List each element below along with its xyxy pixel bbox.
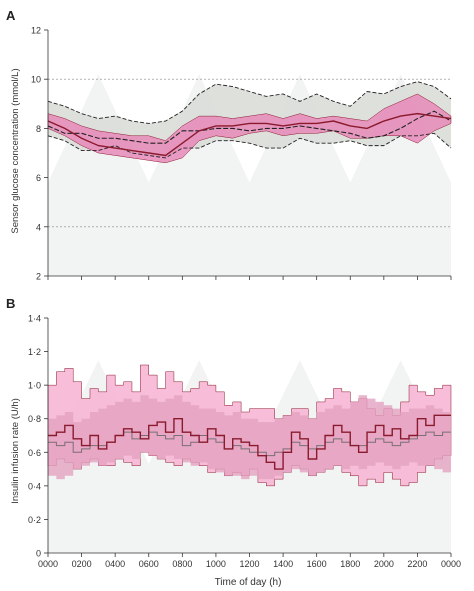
y-tick-label-a: 10 [31,75,41,85]
median-a-line-b [48,414,451,470]
watermark-b [48,360,451,553]
watermark-shape-a [48,74,451,276]
median-b-line-a [47,110,452,144]
y-tick-label-b: 1·0 [28,381,41,391]
watermark-a [48,74,451,276]
y-tick-label-b: 0·4 [28,481,41,491]
x-tick-label: 0000 [441,559,461,569]
lines-b [48,414,451,470]
x-tick-label: 2000 [374,559,394,569]
bands-a [47,81,452,164]
y-axis-label-a: Sensor glucose concentration (mmol/L) [10,68,21,233]
y-tick-label-a: 2 [36,272,41,282]
axes-a: 2 4 6 8 10 12 [31,26,452,282]
x-tick-label: 1200 [239,559,259,569]
y-tick-label-a: 4 [36,222,41,232]
median-a-line-a [47,112,452,157]
y-tick-label-b: 0 [36,549,41,559]
y-tick-label-b: 0·6 [28,448,41,458]
x-axis-label: Time of day (h) [215,577,282,588]
y-tick-label-b: 1·4 [28,314,41,324]
y-tick-label-b: 0·8 [28,414,41,424]
lines-a [47,81,452,159]
y-tick-label-b: 0·2 [28,515,41,525]
y-tick-label-a: 12 [31,26,41,36]
iqr-b-upper-line-a [47,81,452,124]
x-tick-label: 0400 [105,559,125,569]
iqr-b-lower-line-a [47,132,452,159]
axes-b: 0 0·2 0·4 0·6 0·8 1·0 1·2 1·4 0000 0200 0400 0600 08… [28,314,461,570]
y-tick-label-a: 6 [36,173,41,183]
x-tick-label: 0200 [72,559,92,569]
x-tick-label: 0800 [172,559,192,569]
x-tick-label: 0000 [38,559,58,569]
x-tick-label: 1000 [206,559,226,569]
watermark-shape-b [48,360,451,553]
y-tick-label-a: 8 [36,124,41,134]
panel-a-label: A [6,8,16,23]
iqr-overlap-b [48,395,451,480]
y-axis-label-b: Insulin infusion rate (U/h) [10,398,21,504]
x-tick-label: 1800 [340,559,360,569]
x-tick-label: 0600 [139,559,159,569]
panel-b-label: B [6,296,15,311]
x-tick-label: 1600 [307,559,327,569]
bands-b [47,364,452,487]
reference-lines-a [48,78,451,228]
iqr-band-a-a [47,93,452,164]
x-tick-label: 1400 [273,559,293,569]
panel-b: B 0 0·2 0·4 0·6 0·8 1·0 1·2 1·4 0000 0200 0400 0600… [6,296,461,588]
x-tick-label: 2200 [407,559,427,569]
y-tick-label-b: 1·2 [28,347,41,357]
panel-a: A 2 4 6 8 10 12 Sensor glucose concentration … [6,8,452,282]
